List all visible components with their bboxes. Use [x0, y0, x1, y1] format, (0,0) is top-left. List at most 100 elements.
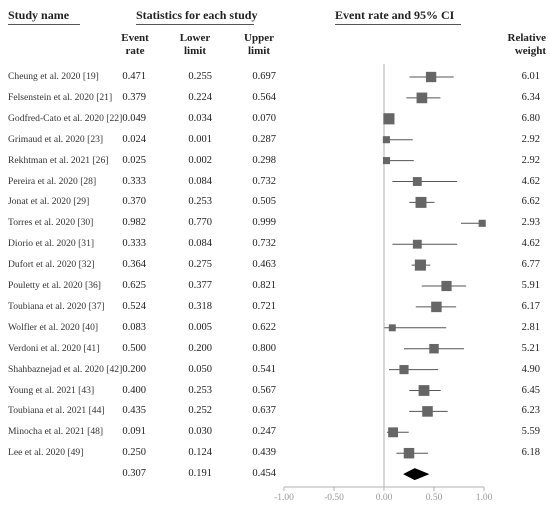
lower-limit-value: 0.770 [188, 217, 212, 229]
event-rate-value: 0.333 [122, 175, 146, 187]
study-name: Toubiana et al. 2021 [44] [8, 405, 105, 417]
event-rate-value: 0.091 [122, 426, 146, 438]
upper-limit-value: 0.999 [252, 217, 276, 229]
upper-limit-value: 0.505 [252, 196, 276, 208]
event-rate-value: 0.025 [122, 154, 146, 166]
relative-weight-value: 2.81 [521, 321, 540, 333]
study-marker [382, 136, 390, 144]
lower-limit-value: 0.084 [188, 238, 212, 250]
event-rate-value: 0.435 [122, 405, 146, 417]
upper-limit-value: 0.697 [252, 71, 276, 82]
event-rate-value: 0.625 [122, 280, 146, 291]
relative-weight-col-header: Relative weight [490, 32, 546, 58]
relative-weight-value: 6.23 [521, 405, 540, 417]
relative-weight-value: 6.62 [521, 196, 540, 208]
event-rate-value: 0.379 [122, 91, 146, 103]
relative-weight-value: 2.92 [521, 154, 540, 166]
lower-limit-value: 0.034 [188, 112, 212, 124]
lower-limit-value: 0.001 [188, 133, 212, 145]
study-marker [422, 406, 433, 417]
study-name: Lee et al. 2020 [49] [8, 447, 84, 459]
lower-limit-value: 0.318 [188, 300, 212, 312]
event-rate-value: 0.524 [122, 300, 146, 312]
lower-limit-value: 0.200 [188, 342, 212, 354]
lower-limit-value: 0.275 [188, 259, 212, 271]
event-rate-value: 0.364 [122, 259, 146, 271]
event-rate-value: 0.200 [122, 363, 146, 375]
lower-limit-value: 0.377 [188, 280, 212, 291]
study-marker [431, 301, 442, 313]
event-rate-value: 0.370 [122, 196, 146, 208]
study-name: Rekhtman et al. 2021 [26] [8, 154, 109, 166]
lower-limit-value: 0.050 [188, 363, 212, 375]
upper-limit-col-header: Upper limit [234, 32, 284, 58]
lower-limit-value: 0.030 [188, 426, 212, 438]
event-rate-value: 0.982 [122, 217, 146, 229]
study-name: Minocha et al. 2021 [48] [8, 426, 104, 438]
study-name: Felsenstein et al. 2020 [21] [8, 91, 113, 103]
event-rate-value: 0.500 [122, 342, 146, 354]
lower-limit-value: 0.005 [188, 321, 212, 333]
pooled-estimate-diamond [403, 468, 430, 481]
study-name: Torres et al. 2020 [30] [8, 217, 94, 229]
lower-limit-value: 0.253 [188, 384, 212, 396]
upper-limit-value: 0.721 [252, 300, 276, 312]
lower-limit-value: 0.255 [188, 71, 212, 82]
x-axis-tick-label: 0.50 [425, 493, 443, 503]
relative-weight-value: 4.62 [521, 175, 540, 187]
upper-limit-value: 0.821 [252, 280, 276, 291]
relative-weight-value: 6.01 [521, 71, 540, 82]
lower-limit-col-header-line2: limit [184, 45, 206, 57]
study-name: Godfred-Cato et al. 2020 [22] [8, 112, 123, 124]
study-name: Dufort et al. 2020 [32] [8, 259, 95, 271]
study-marker [415, 196, 427, 208]
study-marker [412, 177, 422, 186]
relative-weight-value: 2.92 [521, 133, 540, 145]
event-rate-col-header: Event rate [110, 32, 160, 58]
event-rate-ci-header: Event rate and 95% CI [335, 8, 455, 22]
event-rate-value: 0.400 [122, 384, 146, 396]
pooled-lower-limit: 0.191 [188, 468, 212, 480]
study-marker [383, 113, 395, 125]
x-axis-tick-label: -0.50 [324, 493, 344, 503]
study-marker [441, 280, 452, 292]
lower-limit-col-header-line1: Lower [179, 32, 211, 44]
study-marker [425, 71, 437, 83]
relative-weight-value: 6.18 [521, 447, 540, 459]
study-name: Grimaud et al. 2020 [23] [8, 133, 104, 145]
event-rate-ci-underline [335, 24, 461, 25]
study-marker [418, 385, 430, 396]
study-marker [382, 157, 391, 165]
upper-limit-value: 0.622 [252, 321, 276, 333]
study-name: Shahbaznejad et al. 2020 [42] [8, 363, 123, 375]
relative-weight-col-header-line2: weight [514, 45, 546, 57]
lower-limit-value: 0.124 [188, 447, 212, 459]
upper-limit-value: 0.732 [252, 238, 276, 250]
lower-limit-value: 0.224 [188, 91, 212, 103]
study-marker [388, 427, 399, 438]
lower-limit-value: 0.002 [188, 154, 212, 166]
relative-weight-value: 5.21 [521, 342, 540, 354]
relative-weight-value: 4.90 [521, 363, 540, 375]
x-axis-tick-label: 1.00 [475, 493, 493, 503]
study-name: Young et al. 2021 [43] [8, 384, 95, 396]
study-marker [429, 343, 439, 354]
x-axis-tick-label: 0.00 [375, 493, 393, 503]
study-marker [478, 219, 486, 227]
event-rate-col-header-line2: rate [125, 45, 145, 57]
event-rate-value: 0.024 [122, 133, 146, 145]
upper-limit-value: 0.070 [252, 112, 276, 124]
lower-limit-value: 0.252 [188, 405, 212, 417]
study-name: Pouletty et al. 2020 [36] [8, 280, 101, 291]
study-name: Diorio et al. 2020 [31] [8, 238, 95, 250]
relative-weight-value: 6.80 [521, 112, 540, 124]
upper-limit-value: 0.439 [252, 447, 276, 459]
study-name-underline [8, 24, 80, 25]
relative-weight-value: 4.62 [521, 238, 540, 250]
upper-limit-value: 0.732 [252, 175, 276, 187]
upper-limit-col-header-line2: limit [248, 45, 270, 57]
relative-weight-value: 6.77 [521, 259, 540, 271]
event-rate-col-header-line1: Event [121, 32, 149, 44]
study-name: Verdoni et al. 2020 [41] [8, 342, 100, 354]
